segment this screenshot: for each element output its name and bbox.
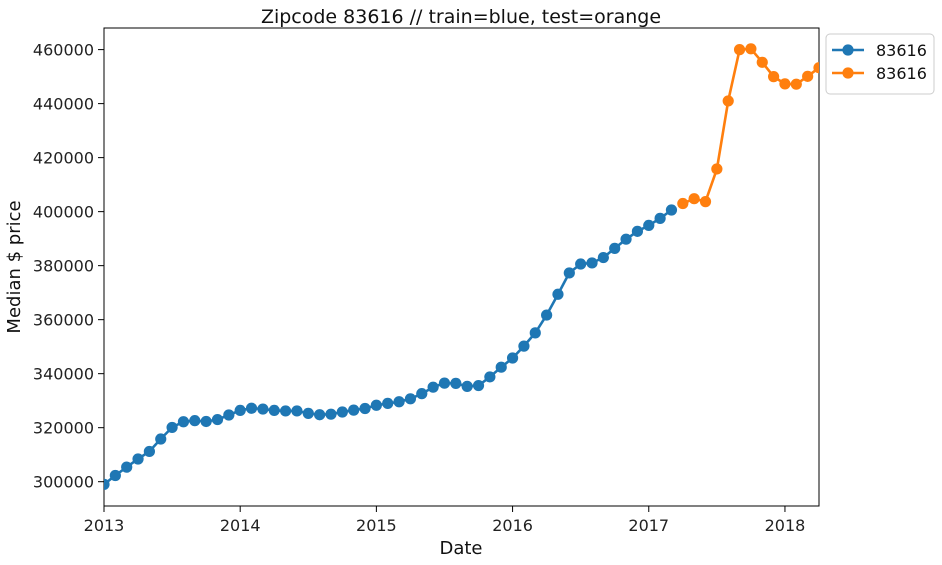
y-tick-label: 360000 (33, 311, 94, 330)
data-point (586, 257, 598, 269)
data-point (450, 377, 462, 389)
y-tick-label: 460000 (33, 41, 94, 60)
y-tick-label: 380000 (33, 257, 94, 276)
data-point (461, 380, 473, 392)
data-point (132, 453, 144, 465)
data-point (109, 469, 121, 482)
data-point (518, 340, 530, 352)
data-point (393, 396, 405, 408)
x-tick-label: 2015 (356, 516, 397, 535)
data-point (631, 225, 644, 237)
series-line (104, 208, 673, 486)
x-axis: 2013 2014 2015 2016 2017 2018 (84, 506, 806, 535)
data-point (506, 352, 519, 364)
y-tick-label: 320000 (33, 419, 94, 438)
y-tick-label: 340000 (33, 365, 94, 384)
data-point (677, 197, 689, 210)
data-point (104, 478, 110, 490)
data-point (121, 461, 133, 473)
data-point (143, 445, 155, 458)
data-point (268, 404, 280, 416)
series-0 (104, 204, 678, 490)
data-point (620, 233, 632, 245)
x-tick-label: 2018 (765, 516, 806, 535)
series-1 (677, 43, 819, 210)
data-point (404, 393, 417, 405)
y-tick-label: 300000 (33, 473, 94, 492)
data-point (291, 405, 303, 417)
data-point (813, 62, 819, 74)
data-point (541, 309, 553, 321)
data-point (348, 404, 360, 416)
data-point (768, 71, 780, 83)
data-point (166, 421, 178, 434)
data-point (529, 327, 541, 339)
y-tick-label: 420000 (33, 149, 94, 168)
data-point (302, 407, 314, 419)
data-point (336, 406, 348, 418)
data-point (416, 388, 428, 400)
data-point (597, 251, 609, 264)
data-point (314, 409, 326, 421)
data-point (711, 163, 723, 175)
legend-label: 83616 (876, 64, 927, 83)
data-point (325, 408, 337, 420)
plot-frame (103, 27, 820, 507)
y-axis: 300000 320000 340000 360000 380000 400000 4200… (33, 41, 104, 492)
data-point (427, 381, 439, 393)
data-point (688, 193, 700, 205)
data-point (609, 242, 621, 254)
data-point (257, 403, 269, 415)
y-axis-label: Median $ price (4, 200, 25, 333)
data-point (438, 377, 451, 389)
data-point (245, 402, 258, 414)
legend-marker (842, 67, 854, 79)
x-axis-label: Date (439, 538, 482, 559)
data-point (654, 212, 666, 224)
plot-area: 300000 320000 340000 360000 380000 400000 4200… (33, 27, 820, 535)
data-point (382, 397, 394, 409)
series-line (682, 47, 819, 205)
data-point (211, 413, 224, 426)
data-point (279, 405, 292, 417)
data-point (745, 43, 757, 55)
data-point (665, 204, 678, 216)
data-point (575, 258, 587, 270)
data-point (484, 371, 496, 383)
x-tick-label: 2016 (492, 516, 533, 535)
data-point (189, 415, 201, 427)
data-point (790, 78, 802, 90)
data-point (495, 361, 507, 373)
data-point (756, 56, 768, 68)
data-point (370, 399, 382, 411)
data-point (223, 409, 235, 421)
data-point (722, 95, 734, 107)
data-point (155, 433, 167, 445)
y-tick-label: 400000 (33, 203, 94, 222)
data-point (359, 402, 371, 415)
data-point (472, 379, 485, 392)
data-point (234, 404, 246, 416)
x-tick-label: 2017 (628, 516, 669, 535)
x-tick-label: 2013 (84, 516, 125, 535)
legend: 83616 83616 (825, 33, 935, 95)
data-point (779, 78, 791, 90)
legend-label: 83616 (876, 41, 927, 60)
chart-title: Zipcode 83616 // train=blue, test=orange (261, 6, 661, 28)
data-point (563, 267, 575, 279)
data-point (643, 219, 655, 232)
legend-marker (842, 44, 854, 56)
y-tick-label: 440000 (33, 95, 94, 114)
data-point (552, 288, 564, 300)
data-point (733, 44, 746, 56)
data-point (802, 70, 814, 82)
x-tick-label: 2014 (220, 516, 261, 535)
series-layer (104, 43, 819, 490)
data-point (177, 416, 190, 428)
data-point (699, 196, 712, 208)
data-point (200, 415, 212, 428)
